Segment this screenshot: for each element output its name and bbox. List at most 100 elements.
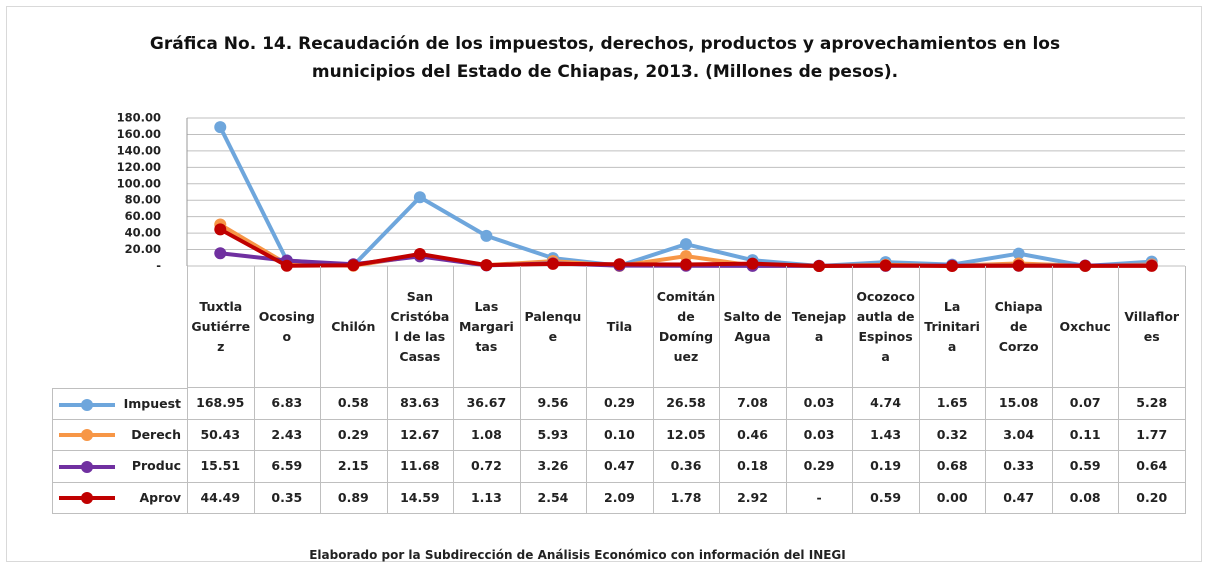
table-value: 2.43 bbox=[253, 419, 322, 451]
legend-entry: Impuest bbox=[52, 388, 188, 420]
table-value: 0.33 bbox=[985, 451, 1053, 483]
table-value: 44.49 bbox=[187, 482, 255, 514]
data-point bbox=[680, 258, 692, 271]
table-value: 26.58 bbox=[652, 388, 721, 420]
data-point bbox=[214, 223, 227, 236]
category-label: Tuxtla Gutiérrez bbox=[187, 266, 255, 388]
data-point bbox=[480, 259, 493, 272]
y-tick-label: 20.00 bbox=[125, 242, 161, 256]
data-point bbox=[214, 121, 227, 134]
table-value: 5.93 bbox=[519, 419, 588, 451]
table-value: 0.47 bbox=[586, 451, 654, 483]
data-point bbox=[1145, 259, 1158, 272]
category-label: Tila bbox=[586, 266, 654, 388]
data-point bbox=[746, 257, 759, 270]
data-point bbox=[1012, 247, 1025, 260]
table-value: 4.74 bbox=[852, 388, 920, 420]
table-value: 1.08 bbox=[453, 419, 521, 451]
table-value: 6.59 bbox=[253, 451, 322, 483]
y-tick-label: - bbox=[156, 259, 161, 273]
data-point bbox=[413, 191, 426, 204]
table-value: 9.56 bbox=[519, 388, 588, 420]
table-value: 0.29 bbox=[320, 419, 388, 451]
category-label: Chiapa de Corzo bbox=[985, 266, 1053, 388]
table-value: 0.29 bbox=[785, 451, 854, 483]
category-label: La Trinitaria bbox=[918, 266, 987, 388]
category-label: Comitán de Domínguez bbox=[652, 266, 721, 388]
y-tick-label: 140.00 bbox=[117, 143, 161, 157]
table-value: 5.28 bbox=[1118, 388, 1186, 420]
table-value: 14.59 bbox=[386, 482, 455, 514]
table-value: 0.59 bbox=[852, 482, 920, 514]
table-value: 0.36 bbox=[652, 451, 721, 483]
table-value: 11.68 bbox=[386, 451, 455, 483]
legend-key bbox=[59, 492, 115, 505]
data-point bbox=[879, 259, 892, 272]
data-point bbox=[680, 238, 692, 251]
data-point bbox=[813, 260, 826, 272]
table-value: 168.95 bbox=[187, 388, 255, 420]
data-point bbox=[946, 260, 959, 272]
table-value: 1.43 bbox=[852, 419, 920, 451]
data-point bbox=[1079, 259, 1092, 272]
table-value: - bbox=[785, 482, 854, 514]
y-tick-label: 40.00 bbox=[125, 226, 161, 240]
table-value: 2.09 bbox=[586, 482, 654, 514]
y-tick-label: 180.00 bbox=[117, 111, 161, 125]
legend-key bbox=[59, 398, 115, 411]
data-point bbox=[347, 259, 360, 272]
table-value: 0.64 bbox=[1118, 451, 1186, 483]
category-label: Tenejapa bbox=[785, 266, 854, 388]
table-value: 0.03 bbox=[785, 419, 854, 451]
category-label: Salto de Agua bbox=[719, 266, 787, 388]
data-point bbox=[480, 229, 493, 242]
data-point bbox=[680, 250, 692, 263]
table-value: 36.67 bbox=[453, 388, 521, 420]
table-value: 0.59 bbox=[1051, 451, 1120, 483]
y-tick-label: 80.00 bbox=[125, 193, 161, 207]
table-value: 0.89 bbox=[320, 482, 388, 514]
table-value: 0.00 bbox=[918, 482, 987, 514]
table-value: 83.63 bbox=[386, 388, 455, 420]
table-value: 0.58 bbox=[320, 388, 388, 420]
table-value: 0.46 bbox=[719, 419, 787, 451]
category-label: Chilón bbox=[320, 266, 388, 388]
table-value: 0.29 bbox=[586, 388, 654, 420]
table-value: 0.35 bbox=[253, 482, 322, 514]
legend-marker bbox=[81, 429, 93, 442]
table-value: 0.18 bbox=[719, 451, 787, 483]
chart-title: municipios del Estado de Chiapas, 2013. … bbox=[311, 62, 899, 82]
y-tick-label: 100.00 bbox=[117, 176, 161, 190]
table-value: 2.15 bbox=[320, 451, 388, 483]
table-value: 12.05 bbox=[652, 419, 721, 451]
legend-key bbox=[59, 460, 115, 473]
legend-entry: Produc bbox=[52, 451, 188, 483]
table-value: 6.83 bbox=[253, 388, 322, 420]
legend-entry: Aprov bbox=[52, 482, 188, 514]
data-point bbox=[1012, 259, 1025, 272]
table-value: 2.54 bbox=[519, 482, 588, 514]
table-value: 0.11 bbox=[1051, 419, 1120, 451]
table-value: 0.08 bbox=[1051, 482, 1120, 514]
category-label: Ocosingo bbox=[253, 266, 322, 388]
data-point bbox=[613, 258, 626, 271]
category-label: Palenque bbox=[519, 266, 588, 388]
table-value: 0.19 bbox=[852, 451, 920, 483]
y-tick-label: 60.00 bbox=[125, 209, 161, 223]
y-tick-label: 160.00 bbox=[117, 127, 161, 141]
legend-key bbox=[59, 429, 115, 442]
legend-entry: Derech bbox=[52, 419, 188, 451]
source-note: Elaborado por la Subdirección de Análisi… bbox=[309, 548, 846, 562]
table-value: 0.03 bbox=[785, 388, 854, 420]
data-point bbox=[280, 259, 293, 272]
data-point bbox=[214, 247, 227, 260]
table-value: 0.68 bbox=[918, 451, 987, 483]
table-value: 15.51 bbox=[187, 451, 255, 483]
category-label: Las Margaritas bbox=[453, 266, 521, 388]
category-label: Oxchuc bbox=[1051, 266, 1120, 388]
table-value: 15.08 bbox=[985, 388, 1053, 420]
table-value: 1.78 bbox=[652, 482, 721, 514]
table-value: 2.92 bbox=[719, 482, 787, 514]
